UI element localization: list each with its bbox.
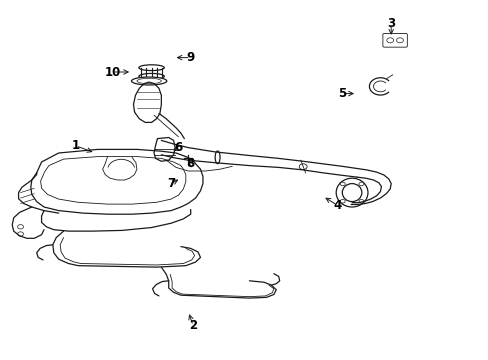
Text: 5: 5 xyxy=(338,87,346,100)
Circle shape xyxy=(18,225,23,229)
Text: 8: 8 xyxy=(186,157,194,170)
Ellipse shape xyxy=(139,73,164,79)
FancyBboxPatch shape xyxy=(382,33,407,47)
Ellipse shape xyxy=(342,184,361,202)
Circle shape xyxy=(358,199,363,203)
Text: 2: 2 xyxy=(189,319,197,332)
Ellipse shape xyxy=(139,65,164,71)
Text: 9: 9 xyxy=(186,51,194,64)
Circle shape xyxy=(340,199,345,203)
Ellipse shape xyxy=(131,77,166,85)
Ellipse shape xyxy=(215,151,220,164)
Text: 1: 1 xyxy=(72,139,80,152)
Text: 10: 10 xyxy=(104,66,121,78)
Ellipse shape xyxy=(336,178,367,207)
Text: 4: 4 xyxy=(333,199,341,212)
Circle shape xyxy=(358,182,363,186)
Ellipse shape xyxy=(137,78,161,84)
Circle shape xyxy=(396,38,403,43)
Text: 3: 3 xyxy=(386,17,394,30)
Circle shape xyxy=(340,182,345,186)
Text: 7: 7 xyxy=(167,177,175,190)
Circle shape xyxy=(18,232,23,236)
Circle shape xyxy=(299,164,306,170)
Circle shape xyxy=(386,38,393,43)
Text: 6: 6 xyxy=(174,141,182,154)
